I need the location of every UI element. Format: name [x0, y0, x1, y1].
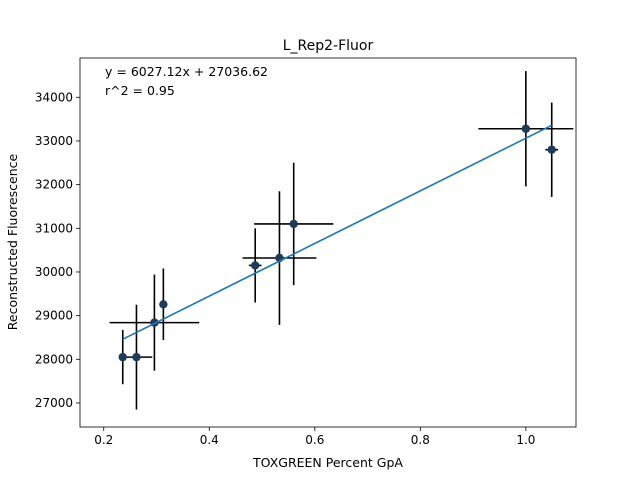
- x-tick-label: 0.4: [200, 433, 219, 447]
- annotation-r-squared: r^2 = 0.95: [105, 83, 175, 98]
- y-tick-label: 29000: [35, 309, 73, 323]
- x-tick-label: 0.2: [94, 433, 113, 447]
- y-tick-label: 30000: [35, 265, 73, 279]
- data-point: [521, 124, 531, 133]
- y-tick-label: 32000: [35, 178, 73, 192]
- y-tick-label: 27000: [35, 396, 73, 410]
- axes-frame: [79, 57, 577, 428]
- data-point: [159, 300, 168, 309]
- annotation-equation: y = 6027.12x + 27036.62: [105, 64, 268, 79]
- fit-line: [122, 124, 553, 340]
- y-tick-label: 28000: [35, 352, 73, 366]
- y-axis-label: Reconstructed Fluorescence: [5, 153, 20, 330]
- plot-area: 0.2 0.4 0.6 0.8 1.0 27000 28000 29000 30000 31000…: [35, 57, 577, 447]
- chart-title: L_Rep2-Fluor: [283, 38, 374, 54]
- x-tick-label: 1.0: [516, 433, 535, 447]
- y-tick-label: 33000: [35, 134, 73, 148]
- x-tick-label: 0.8: [411, 433, 430, 447]
- x-axis-label: TOXGREEN Percent GpA: [252, 455, 403, 470]
- data-point: [132, 352, 141, 362]
- data-point: [250, 261, 260, 270]
- data-point: [547, 145, 556, 154]
- data-point: [289, 219, 298, 229]
- x-tick-label: 0.6: [305, 433, 324, 447]
- y-tick-label: 31000: [35, 221, 73, 235]
- data-point: [118, 352, 127, 362]
- y-tick-label: 34000: [35, 90, 73, 104]
